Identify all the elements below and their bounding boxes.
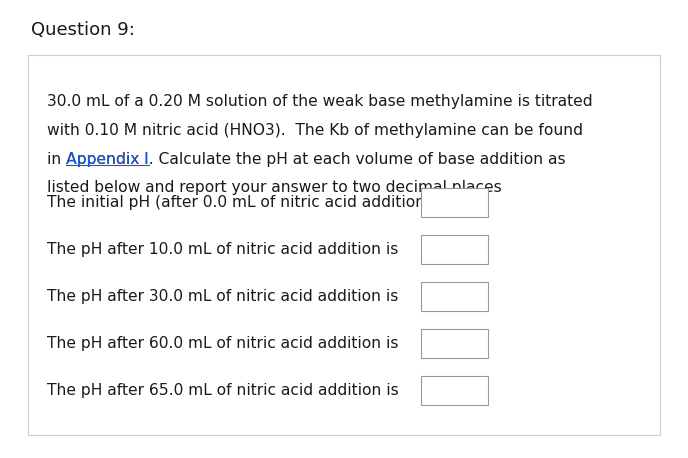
Text: The pH after 60.0 mL of nitric acid addition is: The pH after 60.0 mL of nitric acid addi…: [47, 336, 398, 351]
Text: 30.0 mL of a 0.20 M solution of the weak base methylamine is titrated: 30.0 mL of a 0.20 M solution of the weak…: [47, 94, 592, 109]
Text: Question 9:: Question 9:: [31, 21, 135, 38]
FancyBboxPatch shape: [421, 235, 488, 264]
Text: with 0.10 M nitric acid (HNO3).  The Kb of methylamine can be found: with 0.10 M nitric acid (HNO3). The Kb o…: [47, 123, 583, 138]
FancyBboxPatch shape: [421, 329, 488, 358]
FancyBboxPatch shape: [421, 188, 488, 217]
Text: listed below and report your answer to two decimal places: listed below and report your answer to t…: [47, 180, 502, 196]
Text: in Appendix I. Calculate the pH at each volume of base addition as: in Appendix I. Calculate the pH at each …: [47, 152, 566, 167]
FancyBboxPatch shape: [421, 376, 488, 405]
Text: The pH after 65.0 mL of nitric acid addition is: The pH after 65.0 mL of nitric acid addi…: [47, 383, 398, 398]
Text: Appendix I: Appendix I: [66, 152, 149, 167]
Text: The pH after 10.0 mL of nitric acid addition is: The pH after 10.0 mL of nitric acid addi…: [47, 242, 398, 257]
FancyBboxPatch shape: [28, 55, 660, 435]
FancyBboxPatch shape: [421, 282, 488, 311]
Text: The pH after 30.0 mL of nitric acid addition is: The pH after 30.0 mL of nitric acid addi…: [47, 289, 398, 304]
Text: The initial pH (after 0.0 mL of nitric acid addition) is: The initial pH (after 0.0 mL of nitric a…: [47, 195, 449, 210]
